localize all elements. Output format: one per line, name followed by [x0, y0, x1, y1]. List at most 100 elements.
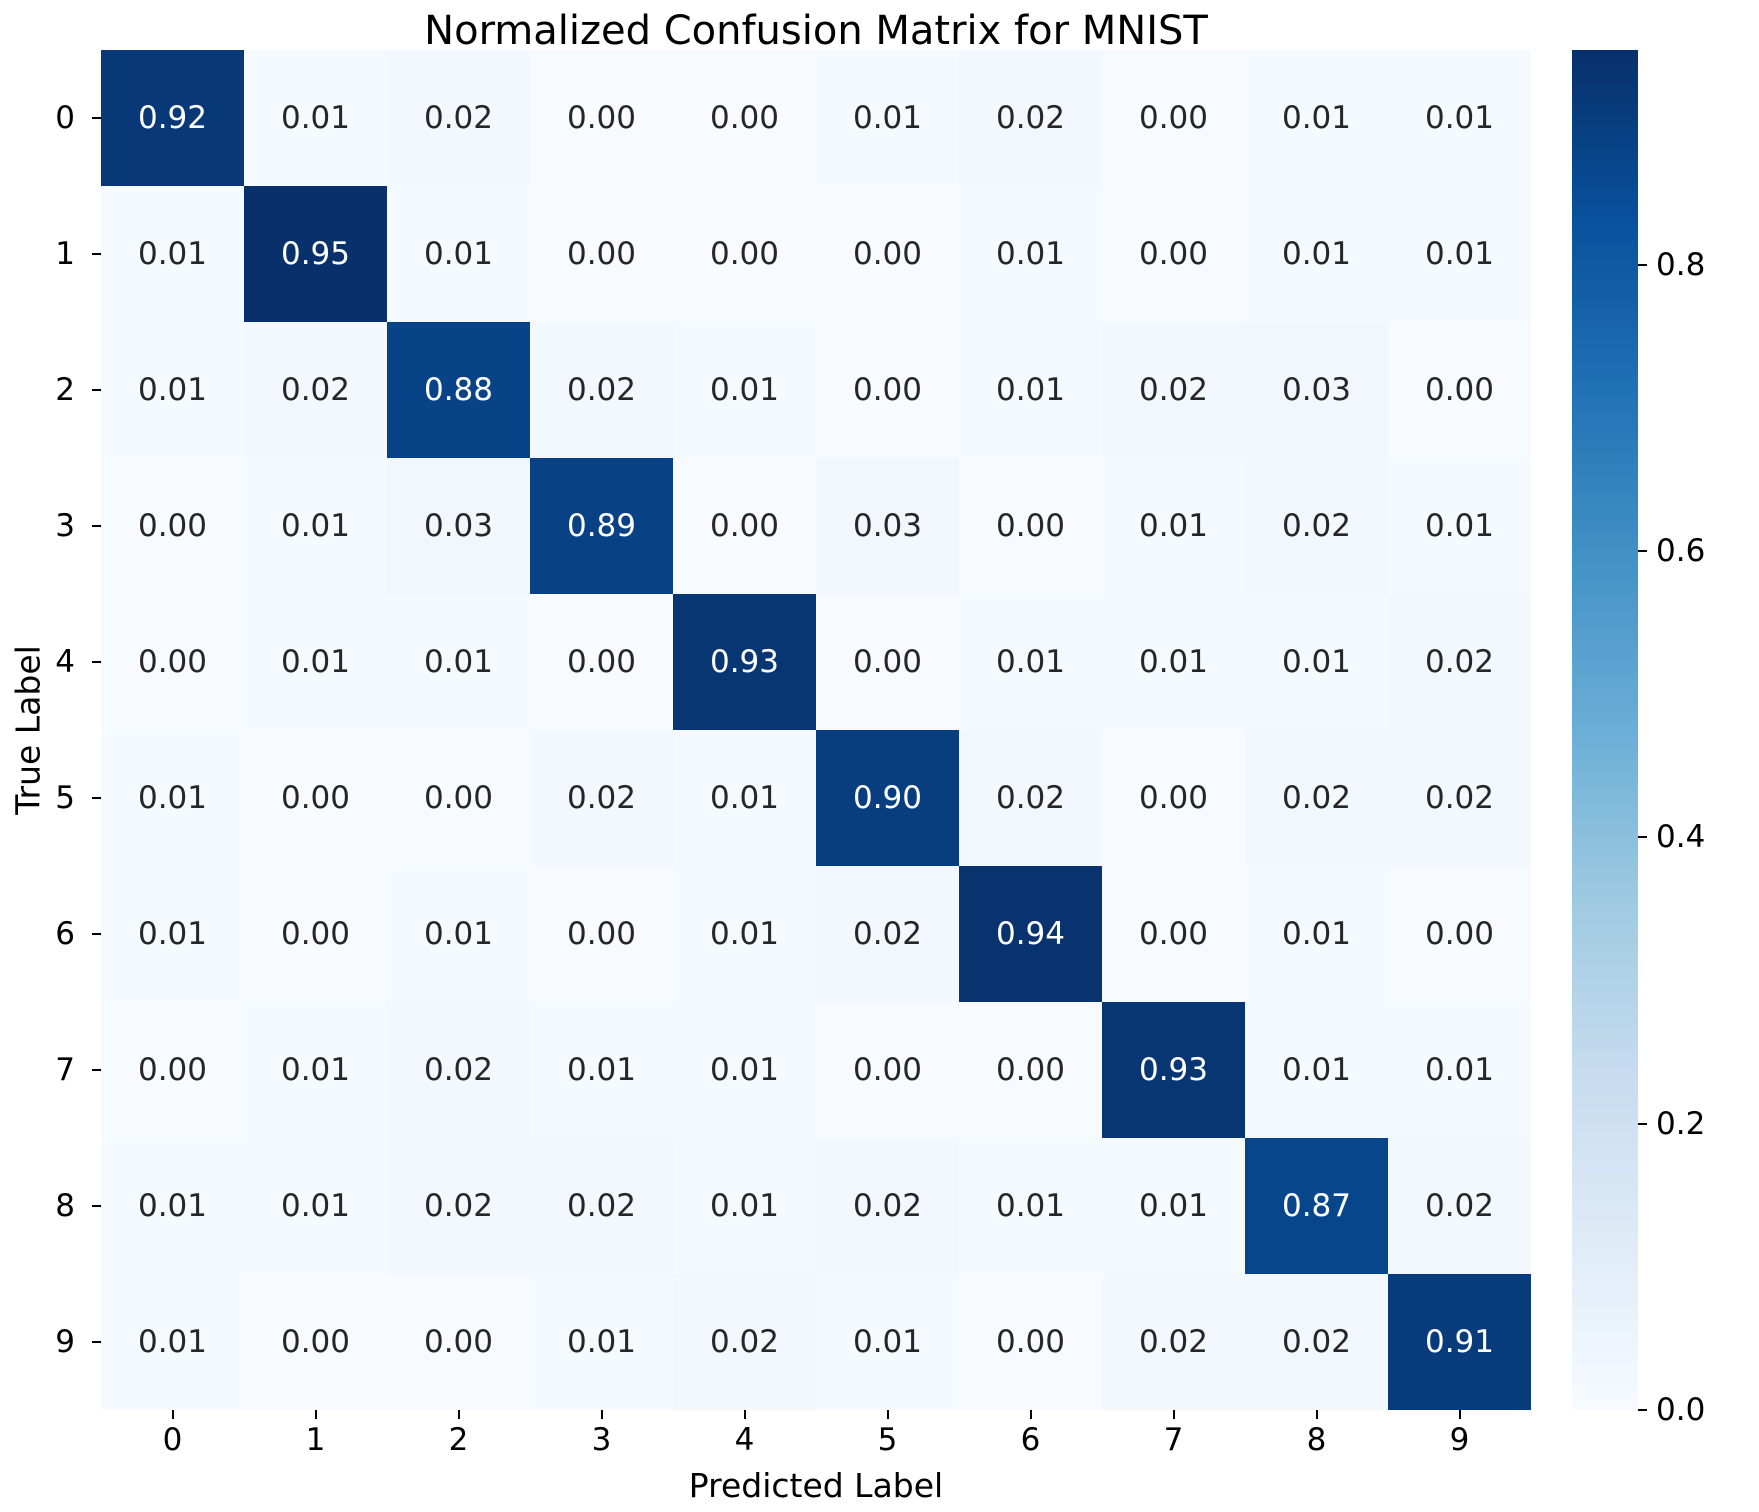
cell-value: 0.01	[1425, 239, 1494, 270]
cell-value: 0.00	[853, 1055, 922, 1086]
cell-value: 0.00	[567, 239, 636, 270]
matrix-cell-r1c6: 0.01	[959, 186, 1102, 322]
matrix-cell-r0c3: 0.00	[530, 50, 673, 186]
x-tick-label-4: 4	[735, 1422, 755, 1458]
cell-value: 0.01	[281, 647, 350, 678]
matrix-cell-r5c6: 0.02	[959, 730, 1102, 866]
cell-value: 0.00	[138, 511, 207, 542]
matrix-cell-r3c6: 0.00	[959, 458, 1102, 594]
cell-value: 0.00	[281, 1327, 350, 1358]
cell-value: 0.02	[424, 1191, 493, 1222]
matrix-cell-r7c7: 0.93	[1102, 1002, 1245, 1138]
matrix-cell-r7c9: 0.01	[1388, 1002, 1531, 1138]
cell-value: 0.00	[1425, 375, 1494, 406]
cell-value: 0.00	[1139, 919, 1208, 950]
matrix-cell-r4c0: 0.00	[101, 594, 244, 730]
colorbar-tick-mark	[1638, 264, 1647, 266]
matrix-cell-r5c7: 0.00	[1102, 730, 1245, 866]
cell-value: 0.00	[996, 1327, 1065, 1358]
cell-value: 0.93	[1139, 1055, 1208, 1086]
y-axis-label: True Label	[9, 645, 48, 815]
x-tick-mark	[744, 1410, 746, 1419]
matrix-cell-r6c4: 0.01	[673, 866, 816, 1002]
matrix-cell-r6c8: 0.01	[1245, 866, 1388, 1002]
matrix-cell-r4c4: 0.93	[673, 594, 816, 730]
matrix-cell-r6c0: 0.01	[101, 866, 244, 1002]
cell-value: 0.94	[996, 919, 1065, 950]
cell-value: 0.01	[1282, 919, 1351, 950]
cell-value: 0.01	[1282, 1055, 1351, 1086]
matrix-cell-r8c8: 0.87	[1245, 1138, 1388, 1274]
cell-value: 0.02	[996, 103, 1065, 134]
cell-value: 0.02	[567, 1191, 636, 1222]
matrix-cell-r7c1: 0.01	[244, 1002, 387, 1138]
cell-value: 0.00	[853, 375, 922, 406]
cell-value: 0.01	[710, 783, 779, 814]
cell-value: 0.00	[853, 239, 922, 270]
y-tick-mark	[92, 661, 101, 663]
y-tick-label-5: 5	[55, 780, 75, 816]
matrix-cell-r5c3: 0.02	[530, 730, 673, 866]
y-tick-label-9: 9	[55, 1324, 75, 1360]
matrix-cell-r2c4: 0.01	[673, 322, 816, 458]
colorbar-tick-mark	[1638, 550, 1647, 552]
matrix-cell-r6c7: 0.00	[1102, 866, 1245, 1002]
cell-value: 0.00	[567, 919, 636, 950]
colorbar	[1572, 50, 1638, 1410]
cell-value: 0.01	[281, 511, 350, 542]
matrix-cell-r4c8: 0.01	[1245, 594, 1388, 730]
y-tick-label-0: 0	[55, 100, 75, 136]
matrix-cell-r9c0: 0.01	[101, 1274, 244, 1410]
cell-value: 0.88	[424, 375, 493, 406]
cell-value: 0.02	[1282, 783, 1351, 814]
cell-value: 0.00	[1139, 239, 1208, 270]
cell-value: 0.00	[710, 511, 779, 542]
cell-value: 0.01	[1425, 511, 1494, 542]
cell-value: 0.02	[567, 375, 636, 406]
matrix-cell-r8c6: 0.01	[959, 1138, 1102, 1274]
matrix-cell-r1c2: 0.01	[387, 186, 530, 322]
matrix-cell-r3c0: 0.00	[101, 458, 244, 594]
colorbar-tick-label-0.0: 0.0	[1656, 1392, 1705, 1428]
matrix-cell-r7c4: 0.01	[673, 1002, 816, 1138]
cell-value: 0.01	[710, 919, 779, 950]
y-tick-label-3: 3	[55, 508, 75, 544]
matrix-cell-r7c8: 0.01	[1245, 1002, 1388, 1138]
colorbar-tick-mark	[1638, 836, 1647, 838]
matrix-cell-r2c7: 0.02	[1102, 322, 1245, 458]
y-tick-mark	[92, 797, 101, 799]
matrix-cell-r4c9: 0.02	[1388, 594, 1531, 730]
y-tick-mark	[92, 1205, 101, 1207]
cell-value: 0.01	[1425, 103, 1494, 134]
cell-value: 0.01	[853, 1327, 922, 1358]
matrix-cell-r4c5: 0.00	[816, 594, 959, 730]
matrix-cell-r9c1: 0.00	[244, 1274, 387, 1410]
cell-value: 0.00	[853, 647, 922, 678]
cell-value: 0.01	[1282, 647, 1351, 678]
matrix-cell-r4c7: 0.01	[1102, 594, 1245, 730]
cell-value: 0.01	[281, 1191, 350, 1222]
cell-value: 0.02	[996, 783, 1065, 814]
x-tick-mark	[315, 1410, 317, 1419]
y-tick-label-4: 4	[55, 644, 75, 680]
matrix-cell-r5c9: 0.02	[1388, 730, 1531, 866]
x-tick-label-3: 3	[592, 1422, 612, 1458]
matrix-cell-r7c3: 0.01	[530, 1002, 673, 1138]
matrix-cell-r2c2: 0.88	[387, 322, 530, 458]
x-tick-mark	[458, 1410, 460, 1419]
y-tick-label-1: 1	[55, 236, 75, 272]
x-tick-label-1: 1	[306, 1422, 326, 1458]
colorbar-tick-mark	[1638, 1409, 1647, 1411]
cell-value: 0.02	[1425, 647, 1494, 678]
x-tick-mark	[1316, 1410, 1318, 1419]
matrix-cell-r5c4: 0.01	[673, 730, 816, 866]
x-tick-mark	[1173, 1410, 1175, 1419]
cell-value: 0.03	[853, 511, 922, 542]
matrix-cell-r6c9: 0.00	[1388, 866, 1531, 1002]
matrix-cell-r0c1: 0.01	[244, 50, 387, 186]
matrix-cell-r7c2: 0.02	[387, 1002, 530, 1138]
cell-value: 0.01	[996, 1191, 1065, 1222]
chart-title: Normalized Confusion Matrix for MNIST	[424, 8, 1208, 54]
y-tick-label-7: 7	[55, 1052, 75, 1088]
cell-value: 0.93	[710, 647, 779, 678]
